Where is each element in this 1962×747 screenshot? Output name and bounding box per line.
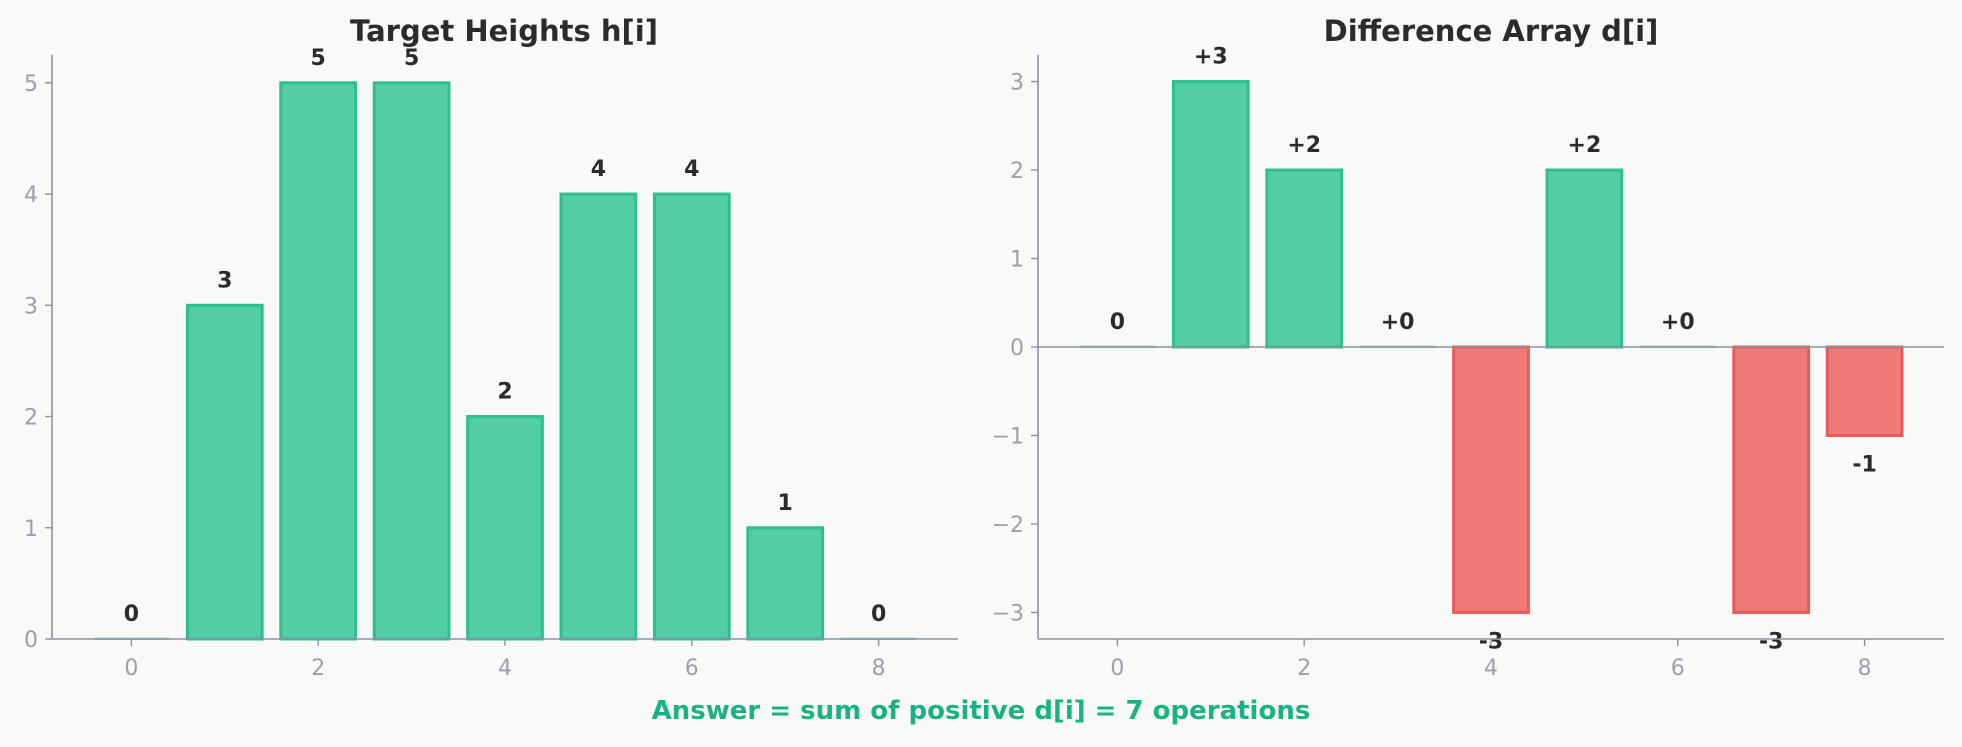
x-tick-label-target-heights-1: 2 xyxy=(311,656,325,681)
x-tick-label-difference-1: 2 xyxy=(1297,656,1311,681)
data-label-target-heights-8: 0 xyxy=(871,602,886,627)
x-tick-label-difference-4: 8 xyxy=(1858,656,1872,681)
y-tick-label-target-heights-4: 4 xyxy=(24,183,38,208)
data-labels-target-heights: 0 3 5 5 2 4 4 1 0 xyxy=(124,46,887,627)
bar-target-heights-7 xyxy=(746,526,825,641)
data-label-difference-2: +2 xyxy=(1287,133,1321,158)
axes-target-heights: 0 1 2 3 4 5 0 2 4 6 8 xyxy=(24,55,958,681)
data-label-target-heights-0: 0 xyxy=(124,602,139,627)
bar-difference-4 xyxy=(1452,345,1530,614)
x-tick-label-difference-2: 4 xyxy=(1484,656,1498,681)
y-tick-label-difference-3: 0 xyxy=(1010,336,1024,361)
bars-difference-array xyxy=(1079,80,1904,614)
y-tick-label-target-heights-1: 1 xyxy=(24,517,38,542)
x-tick-label-target-heights-4: 8 xyxy=(872,656,886,681)
y-tick-label-difference-0: −3 xyxy=(992,601,1024,626)
chart-title-difference-array: Difference Array d[i] xyxy=(1324,14,1659,48)
axes-difference-array: −3 −2 −1 0 1 2 3 0 2 4 6 8 xyxy=(992,55,1944,681)
data-label-target-heights-1: 3 xyxy=(217,268,232,293)
data-label-target-heights-6: 4 xyxy=(684,157,699,182)
data-label-target-heights-4: 2 xyxy=(497,380,512,405)
y-tick-label-target-heights-5: 5 xyxy=(24,72,38,97)
data-label-target-heights-2: 5 xyxy=(311,46,326,71)
chart-target-heights: Target Heights h[i] 0 3 5 5 2 4 4 1 0 0 1 2 3 4 5 0 2 4 6… xyxy=(24,14,958,681)
chart-difference-array: Difference Array d[i] 0+3+2+0-3+2+0-3-1 … xyxy=(992,14,1944,681)
data-label-difference-5: +2 xyxy=(1568,133,1602,158)
data-label-difference-1: +3 xyxy=(1194,45,1228,70)
x-tick-label-target-heights-3: 6 xyxy=(685,656,699,681)
bar-difference-8 xyxy=(1825,345,1904,437)
x-tick-label-target-heights-0: 0 xyxy=(124,656,138,681)
bar-target-heights-5 xyxy=(559,192,638,641)
data-label-difference-3: +0 xyxy=(1381,310,1415,335)
bar-difference-2 xyxy=(1265,168,1344,349)
bar-difference-7 xyxy=(1732,345,1811,614)
y-tick-label-target-heights-2: 2 xyxy=(24,406,38,431)
bar-target-heights-2 xyxy=(279,81,358,641)
x-tick-label-difference-3: 6 xyxy=(1671,656,1685,681)
y-tick-label-difference-1: −2 xyxy=(992,513,1024,538)
data-label-target-heights-3: 5 xyxy=(404,46,419,71)
y-tick-label-difference-4: 1 xyxy=(1010,248,1024,273)
y-tick-label-difference-2: −1 xyxy=(992,424,1024,449)
data-label-difference-6: +0 xyxy=(1661,310,1695,335)
bars-target-heights xyxy=(93,81,917,641)
bar-target-heights-6 xyxy=(652,192,731,641)
data-label-difference-8: -1 xyxy=(1852,452,1876,477)
y-tick-label-difference-5: 2 xyxy=(1010,159,1024,184)
chart-title-target-heights: Target Heights h[i] xyxy=(350,14,658,48)
data-label-difference-7: -3 xyxy=(1759,629,1783,654)
bar-target-heights-4 xyxy=(466,415,544,641)
bar-target-heights-3 xyxy=(372,81,451,641)
x-tick-label-difference-0: 0 xyxy=(1110,656,1124,681)
bar-target-heights-1 xyxy=(185,303,264,641)
y-tick-label-target-heights-0: 0 xyxy=(24,628,38,653)
bar-difference-5 xyxy=(1545,168,1624,349)
bar-difference-1 xyxy=(1171,80,1250,349)
x-tick-label-target-heights-2: 4 xyxy=(498,656,512,681)
data-label-target-heights-7: 1 xyxy=(778,491,793,516)
data-label-target-heights-5: 4 xyxy=(591,157,606,182)
data-label-difference-0: 0 xyxy=(1110,310,1125,335)
y-tick-label-difference-6: 3 xyxy=(1010,71,1024,96)
data-labels-difference-array: 0+3+2+0-3+2+0-3-1 xyxy=(1110,45,1877,655)
y-tick-label-target-heights-3: 3 xyxy=(24,294,38,319)
answer-caption: Answer = sum of positive d[i] = 7 operat… xyxy=(651,696,1311,726)
